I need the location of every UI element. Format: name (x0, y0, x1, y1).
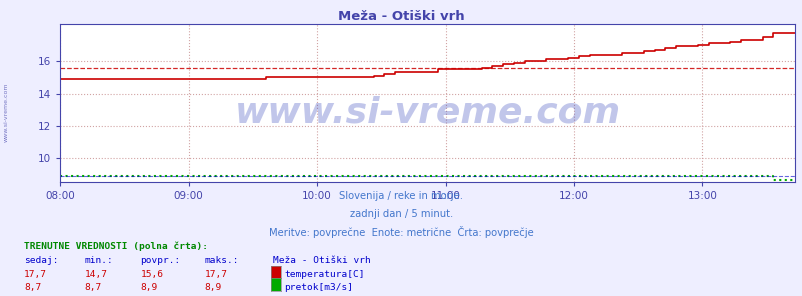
Text: povpr.:: povpr.: (140, 256, 180, 265)
Text: 15,6: 15,6 (140, 270, 164, 279)
Text: 8,9: 8,9 (140, 283, 157, 292)
Text: Meža - Otiški vrh: Meža - Otiški vrh (273, 256, 371, 265)
Text: sedaj:: sedaj: (24, 256, 59, 265)
Text: 17,7: 17,7 (205, 270, 228, 279)
Text: 14,7: 14,7 (84, 270, 107, 279)
Text: Meža - Otiški vrh: Meža - Otiški vrh (338, 10, 464, 23)
Text: www.si-vreme.com: www.si-vreme.com (4, 83, 9, 142)
Text: Meritve: povprečne  Enote: metrične  Črta: povprečje: Meritve: povprečne Enote: metrične Črta:… (269, 226, 533, 238)
Text: zadnji dan / 5 minut.: zadnji dan / 5 minut. (350, 209, 452, 219)
Text: min.:: min.: (84, 256, 113, 265)
Text: www.si-vreme.com: www.si-vreme.com (234, 95, 620, 129)
Text: temperatura[C]: temperatura[C] (284, 270, 364, 279)
Text: TRENUTNE VREDNOSTI (polna črta):: TRENUTNE VREDNOSTI (polna črta): (24, 241, 208, 251)
Text: 8,7: 8,7 (84, 283, 101, 292)
Text: 8,9: 8,9 (205, 283, 221, 292)
Text: pretok[m3/s]: pretok[m3/s] (284, 283, 353, 292)
Text: 8,7: 8,7 (24, 283, 41, 292)
Text: Slovenija / reke in morje.: Slovenija / reke in morje. (339, 191, 463, 201)
Text: 17,7: 17,7 (24, 270, 47, 279)
Text: maks.:: maks.: (205, 256, 239, 265)
